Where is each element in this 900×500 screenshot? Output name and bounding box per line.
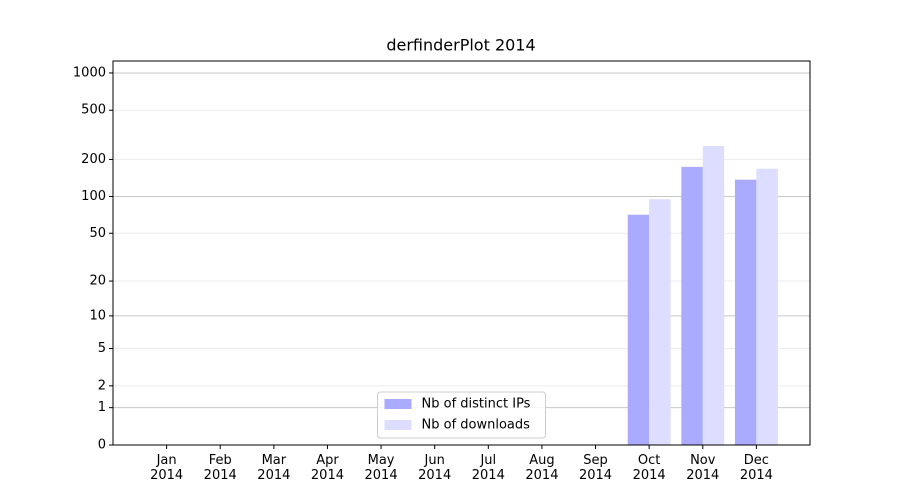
y-tick-label: 50 xyxy=(89,226,106,241)
legend: Nb of distinct IPs Nb of downloads xyxy=(377,391,546,439)
x-tick-label: Nov 2014 xyxy=(686,453,720,483)
x-tick-label: Jun 2014 xyxy=(418,453,452,483)
y-tick-label: 500 xyxy=(81,103,106,118)
legend-swatch xyxy=(384,399,412,409)
legend-box xyxy=(377,391,546,439)
x-tick-label: Jul 2014 xyxy=(471,453,505,483)
bar xyxy=(702,145,725,445)
x-tick-label: Aug 2014 xyxy=(525,453,559,483)
legend-label: Nb of downloads xyxy=(422,418,531,433)
y-tick-label: 2 xyxy=(98,378,106,393)
y-tick-label: 1000 xyxy=(73,65,106,80)
x-tick-label: Oct 2014 xyxy=(632,453,666,483)
x-tick-label: Feb 2014 xyxy=(203,453,237,483)
plot-frame xyxy=(112,60,811,446)
x-tick-label: May 2014 xyxy=(364,453,398,483)
y-tick-label: 20 xyxy=(89,274,106,289)
y-tick-label: 200 xyxy=(81,152,106,167)
bar xyxy=(734,179,757,445)
legend-label: Nb of distinct IPs xyxy=(422,397,531,412)
bar xyxy=(627,214,650,445)
bar xyxy=(681,166,703,445)
y-tick-label: 5 xyxy=(98,341,106,356)
bar xyxy=(649,199,671,445)
x-tick-label: Sep 2014 xyxy=(578,453,613,483)
y-tick-label: 10 xyxy=(89,308,106,323)
bar xyxy=(756,168,778,446)
y-tick-label: 0 xyxy=(98,438,106,453)
x-tick-label: Apr 2014 xyxy=(310,453,344,483)
y-tick-label: 100 xyxy=(81,189,106,204)
chart-title: derfinderPlot 2014 xyxy=(386,36,535,55)
legend-swatch xyxy=(384,420,412,430)
y-tick-label: 1 xyxy=(98,400,106,415)
x-tick-label: Jan 2014 xyxy=(150,453,184,483)
x-tick-label: Mar 2014 xyxy=(257,453,291,483)
x-tick-label: Dec 2014 xyxy=(739,453,773,483)
